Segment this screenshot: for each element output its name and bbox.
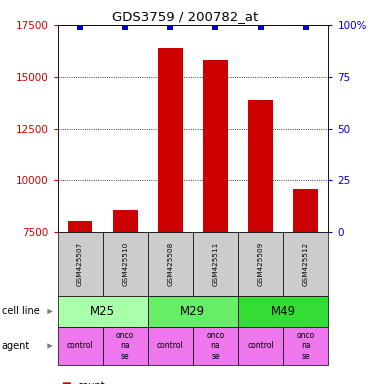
Text: onco
na
se: onco na se — [116, 331, 134, 361]
Bar — [68, 221, 92, 232]
Text: M25: M25 — [90, 305, 115, 318]
Bar — [158, 48, 183, 232]
Bar — [203, 60, 228, 232]
Text: GSM425511: GSM425511 — [213, 242, 219, 286]
Text: agent: agent — [2, 341, 30, 351]
Text: GDS3759 / 200782_at: GDS3759 / 200782_at — [112, 10, 259, 23]
Text: GSM425512: GSM425512 — [303, 242, 309, 286]
Text: control: control — [247, 341, 274, 351]
Text: ■: ■ — [61, 381, 71, 384]
Bar — [248, 99, 273, 232]
Text: control: control — [67, 341, 93, 351]
Text: GSM425509: GSM425509 — [257, 242, 264, 286]
Bar — [113, 210, 138, 232]
Text: control: control — [157, 341, 184, 351]
Text: onco
na
se: onco na se — [297, 331, 315, 361]
Text: M49: M49 — [270, 305, 296, 318]
Text: GSM425510: GSM425510 — [122, 242, 128, 286]
Bar — [293, 189, 318, 232]
Text: onco
na
se: onco na se — [206, 331, 224, 361]
Text: count: count — [78, 381, 105, 384]
Text: cell line: cell line — [2, 306, 40, 316]
Text: M29: M29 — [180, 305, 206, 318]
Text: GSM425508: GSM425508 — [167, 242, 173, 286]
Text: GSM425507: GSM425507 — [77, 242, 83, 286]
